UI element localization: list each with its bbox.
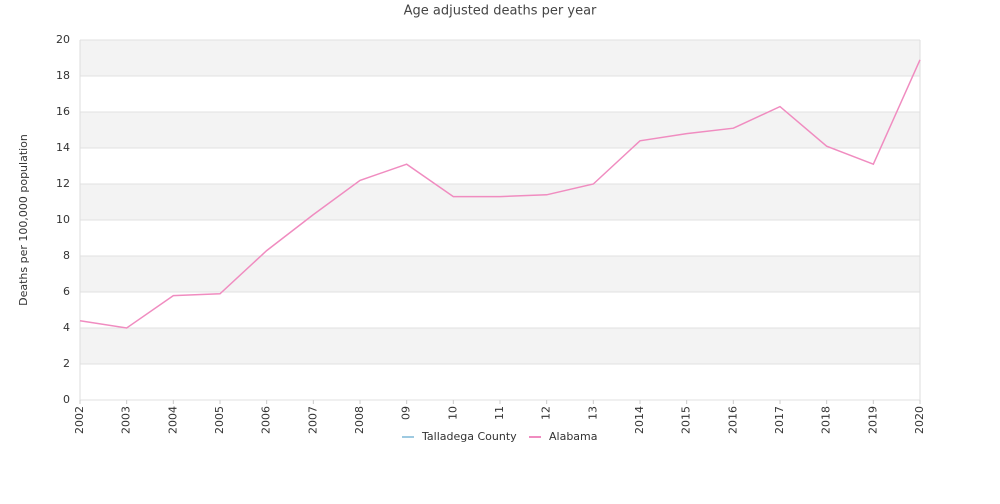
x-tick-label: 2019	[866, 406, 879, 434]
chart-title: Age adjusted deaths per year	[404, 4, 597, 19]
x-tick-label: 2007	[306, 406, 319, 434]
y-tick-label: 4	[63, 321, 70, 334]
legend-label: Alabama	[549, 430, 598, 443]
x-tick-label: 09	[400, 406, 413, 420]
y-tick-label: 16	[56, 105, 70, 118]
y-tick-label: 2	[63, 357, 70, 370]
y-tick-label: 12	[56, 177, 70, 190]
grid-band	[80, 328, 920, 364]
legend-label: Talladega County	[421, 430, 517, 443]
x-tick-label: 2008	[353, 406, 366, 434]
grid-band	[80, 256, 920, 292]
x-tick-label: 2006	[260, 406, 273, 434]
x-tick-label: 2015	[680, 406, 693, 434]
x-tick-label: 11	[493, 406, 506, 420]
x-tick-label: 2014	[633, 406, 646, 434]
grid-band	[80, 40, 920, 76]
x-tick-label: 2003	[120, 406, 133, 434]
x-tick-label: 13	[586, 406, 599, 420]
x-tick-label: 2002	[73, 406, 86, 434]
x-tick-label: 2004	[166, 406, 179, 434]
grid-band	[80, 112, 920, 148]
y-tick-label: 20	[56, 33, 70, 46]
y-tick-label: 14	[56, 141, 70, 154]
x-tick-label: 2020	[913, 406, 926, 434]
x-tick-label: 10	[446, 406, 459, 420]
y-axis-label: Deaths per 100,000 population	[17, 134, 30, 306]
x-tick-label: 12	[540, 406, 553, 420]
grid-band	[80, 184, 920, 220]
x-tick-label: 2016	[726, 406, 739, 434]
x-tick-label: 2018	[820, 406, 833, 434]
x-tick-label: 2005	[213, 406, 226, 434]
y-tick-label: 0	[63, 393, 70, 406]
series-line	[79, 59, 921, 329]
y-tick-label: 18	[56, 69, 70, 82]
y-tick-label: 6	[63, 285, 70, 298]
x-tick-label: 2017	[773, 406, 786, 434]
y-tick-label: 10	[56, 213, 70, 226]
y-tick-label: 8	[63, 249, 70, 262]
